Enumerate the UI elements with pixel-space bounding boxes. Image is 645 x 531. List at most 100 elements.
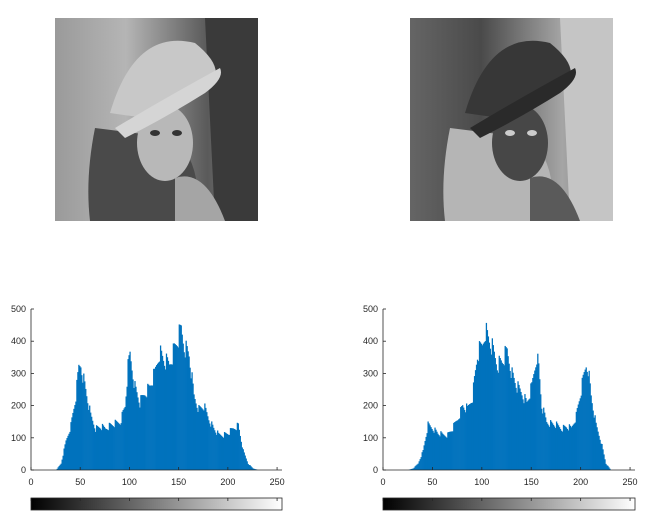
- histogram-bar: [591, 403, 593, 470]
- histogram-bar: [195, 403, 197, 470]
- histogram-bar: [438, 435, 440, 470]
- histogram-bar: [540, 394, 542, 470]
- histogram-bar: [208, 420, 210, 470]
- histogram-bar: [514, 382, 516, 470]
- histogram-bar: [186, 346, 188, 470]
- histogram-bar: [474, 370, 477, 470]
- histogram-bar: [238, 429, 240, 470]
- histogram-bar: [602, 449, 604, 470]
- histogram-bar: [88, 409, 90, 470]
- histogram-bar: [189, 367, 191, 470]
- histogram-bar: [233, 428, 236, 470]
- histogram-bar: [231, 428, 234, 470]
- histogram-bar: [111, 425, 113, 470]
- histogram-bar: [72, 412, 74, 470]
- histogram-bar: [241, 447, 243, 470]
- histogram-bar: [230, 428, 233, 470]
- histogram-bar: [491, 338, 493, 470]
- histogram-bar: [253, 468, 255, 470]
- histogram-bar: [175, 345, 177, 470]
- histogram-bar: [424, 440, 426, 470]
- histogram-bar: [581, 377, 583, 470]
- histogram-bar: [574, 422, 577, 470]
- histogram-bar: [538, 363, 540, 470]
- histogram-bar: [125, 396, 127, 470]
- histogram-bar: [586, 371, 588, 470]
- histogram-bar: [553, 426, 556, 470]
- y-tick-label: 0: [373, 465, 378, 475]
- histogram-bar: [161, 355, 164, 470]
- histogram-bar: [144, 395, 146, 470]
- histogram-bar: [562, 424, 565, 470]
- histogram-bar: [153, 368, 155, 470]
- histogram-bar: [597, 431, 599, 470]
- histogram-bar: [552, 424, 555, 470]
- histogram-bar: [57, 467, 59, 470]
- histogram-bar: [458, 419, 460, 470]
- histogram-bar: [450, 431, 452, 470]
- histogram-bar: [102, 425, 105, 470]
- histogram-bar: [472, 382, 475, 470]
- x-tick-label: 50: [75, 477, 85, 487]
- histogram-bar: [570, 427, 573, 470]
- histogram-bar: [78, 364, 80, 470]
- histogram-bar: [534, 370, 536, 470]
- histogram-bar: [60, 463, 62, 470]
- histogram-bar: [133, 387, 135, 470]
- histogram-bar: [430, 427, 432, 470]
- histogram-bar: [492, 345, 494, 470]
- histogram-bar: [209, 423, 211, 470]
- histogram-bar: [75, 401, 77, 470]
- histogram-bar: [201, 408, 203, 470]
- histogram-bar: [433, 432, 435, 470]
- histogram-bar: [173, 343, 176, 470]
- inverted-grayscale-photo: [410, 18, 613, 221]
- histogram-bar: [99, 428, 102, 470]
- histogram-bar: [600, 443, 602, 470]
- histogram-bar: [66, 438, 68, 470]
- histogram-bar: [128, 355, 130, 470]
- histogram-bar: [463, 407, 465, 470]
- histogram-bar: [609, 468, 611, 470]
- histogram-bar: [217, 430, 219, 470]
- portrait-photo-icon: [410, 18, 613, 221]
- histogram-bar: [608, 467, 610, 470]
- histogram-bar: [416, 464, 418, 470]
- histogram-bar: [109, 423, 112, 470]
- histogram-bar: [476, 359, 479, 470]
- histogram-bar: [151, 385, 153, 470]
- histogram-bar: [198, 405, 200, 470]
- histogram-bar: [158, 361, 161, 470]
- histogram-bar: [582, 374, 584, 470]
- histogram-bar: [502, 363, 504, 470]
- histogram-bar: [523, 403, 525, 470]
- histogram-bar: [479, 342, 482, 470]
- histogram-bar: [525, 398, 527, 470]
- histogram-bar: [59, 464, 61, 470]
- x-tick-label: 250: [270, 477, 285, 487]
- histogram-bar: [77, 372, 79, 470]
- histogram-bar: [478, 341, 481, 470]
- histogram-bar: [232, 428, 235, 470]
- histogram-bar: [129, 351, 131, 470]
- histogram-bar: [121, 411, 123, 470]
- histogram-bar: [95, 425, 98, 470]
- histogram-bar: [113, 427, 115, 470]
- histogram-bar: [250, 466, 252, 470]
- histogram-bar: [466, 403, 468, 470]
- histogram-bar: [511, 367, 513, 470]
- histogram-bar: [228, 434, 231, 470]
- histogram-bar: [477, 361, 480, 470]
- histogram-bar: [475, 364, 478, 470]
- histogram-bar: [488, 342, 491, 470]
- histogram-bar: [82, 382, 84, 470]
- histogram-bar: [578, 401, 580, 470]
- histogram-bar: [172, 343, 175, 470]
- histogram-bar: [429, 425, 431, 470]
- histogram-bar: [140, 395, 142, 470]
- x-tick-label: 150: [524, 477, 539, 487]
- histogram-bar: [81, 375, 83, 470]
- histogram-bar: [105, 428, 108, 470]
- histogram-bar: [157, 362, 160, 470]
- y-tick-label: 400: [363, 336, 378, 346]
